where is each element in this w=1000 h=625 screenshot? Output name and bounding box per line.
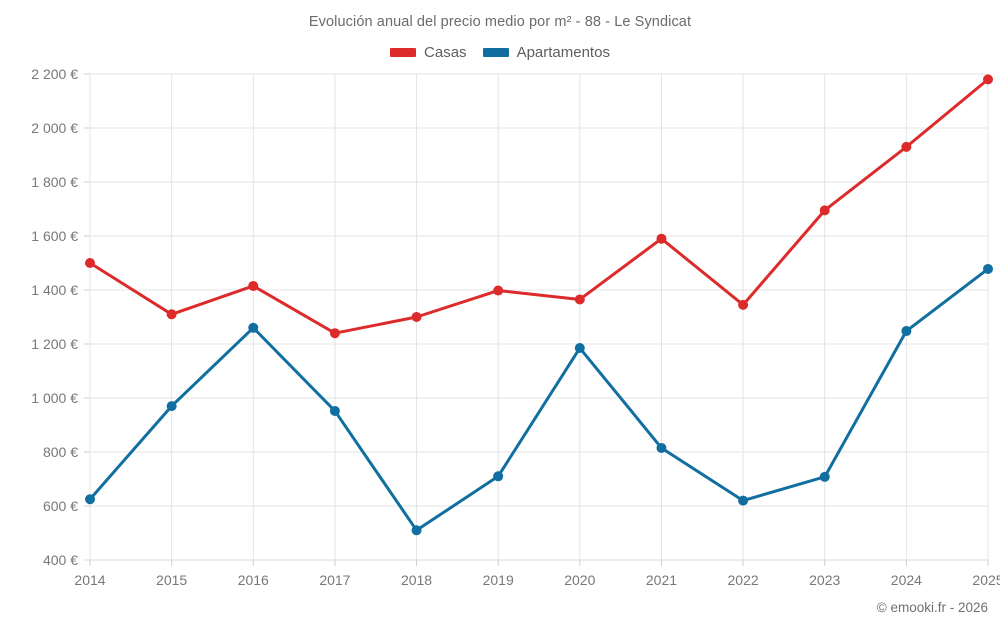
data-point-marker[interactable] (574, 343, 585, 354)
legend-swatch-apartamentos (482, 48, 509, 57)
y-axis-tick-label: 600 € (42, 498, 78, 514)
x-axis-tick-label: 2019 (482, 572, 514, 588)
x-axis-tick-label: 2020 (564, 572, 596, 588)
data-point-marker[interactable] (411, 312, 422, 322)
data-point-marker[interactable] (493, 285, 504, 296)
data-point-marker[interactable] (85, 494, 95, 505)
data-point-marker[interactable] (248, 280, 259, 291)
data-point-marker[interactable] (819, 471, 830, 482)
x-axis-tick-label: 2016 (237, 572, 269, 588)
data-point-marker[interactable] (85, 258, 95, 268)
x-axis-tick-label: 2023 (809, 572, 841, 588)
data-point-marker[interactable] (901, 326, 912, 337)
footer-credit: © emooki.fr - 2026 (876, 600, 988, 615)
data-point-marker[interactable] (983, 263, 993, 274)
legend-label-apartamentos: Apartamentos (516, 44, 610, 61)
axis-tick-marks (84, 73, 989, 566)
x-axis-tick-label: 2024 (890, 572, 922, 588)
series-line-apartamentos (88, 267, 990, 532)
x-axis-tick-label: 2021 (645, 572, 678, 588)
y-axis-tick-label: 800 € (42, 444, 78, 460)
data-point-marker[interactable] (819, 205, 830, 216)
data-point-marker[interactable] (411, 525, 422, 536)
y-axis-tick-label: 1 600 € (31, 228, 78, 244)
data-point-marker[interactable] (983, 74, 993, 85)
data-point-marker[interactable] (738, 299, 749, 310)
legend-item-casas[interactable]: Casas (390, 44, 467, 61)
chart-legend: Casas Apartamentos (0, 44, 1000, 61)
data-series-layer (85, 74, 993, 536)
x-axis-tick-label: 2015 (156, 572, 188, 588)
grid-lines (89, 73, 989, 561)
x-axis-tick-label: 2025 (972, 572, 1000, 588)
x-axis-tick-label: 2014 (74, 572, 106, 588)
x-axis-tick-label: 2017 (319, 572, 351, 588)
x-axis-tick-label: 2018 (400, 572, 433, 588)
data-point-marker[interactable] (166, 309, 177, 320)
y-axis-tick-label: 1 400 € (31, 282, 78, 298)
y-axis-tick-label: 2 000 € (31, 120, 78, 136)
data-point-marker[interactable] (493, 471, 504, 482)
y-axis-tick-label: 400 € (42, 552, 78, 568)
chart-title: Evolución anual del precio medio por m² … (308, 14, 692, 30)
x-axis-tick-label: 2022 (727, 572, 759, 588)
data-point-marker[interactable] (901, 141, 912, 152)
data-point-marker[interactable] (248, 322, 259, 333)
data-point-marker[interactable] (574, 294, 585, 305)
legend-swatch-casas (390, 48, 417, 57)
legend-item-apartamentos[interactable]: Apartamentos (482, 44, 610, 61)
y-axis-tick-label: 1 200 € (31, 336, 78, 352)
data-point-marker[interactable] (329, 328, 340, 339)
y-axis-tick-label: 2 200 € (31, 66, 78, 82)
y-axis-tick-label: 1 000 € (31, 390, 78, 406)
data-point-marker[interactable] (166, 401, 177, 412)
data-point-marker[interactable] (738, 495, 749, 506)
series-line-casas (88, 77, 990, 335)
y-axis-tick-label: 1 800 € (31, 174, 78, 190)
data-point-marker[interactable] (656, 442, 667, 453)
data-point-marker[interactable] (329, 405, 340, 416)
data-point-marker[interactable] (656, 233, 667, 244)
legend-label-casas: Casas (424, 44, 467, 61)
